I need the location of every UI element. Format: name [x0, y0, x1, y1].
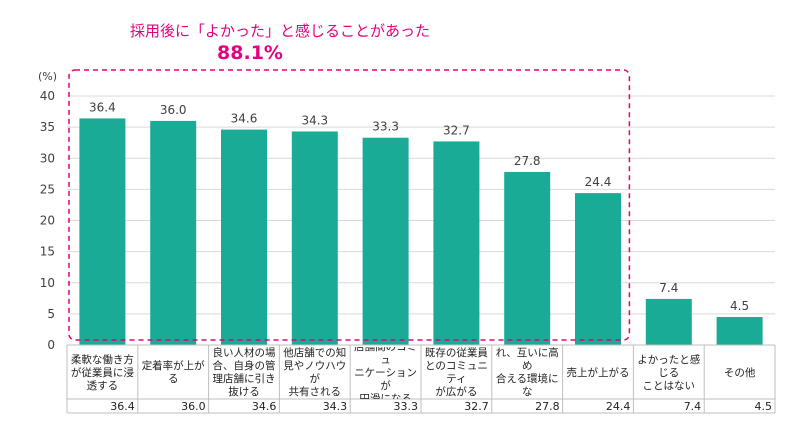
- table-value-cell: 32.7: [464, 400, 489, 413]
- y-tick-label: 20: [40, 214, 55, 228]
- y-tick-label: 25: [40, 182, 55, 196]
- x-category-label: 定着率が上がる: [141, 360, 205, 385]
- bar: [362, 137, 409, 345]
- highlight-box: [68, 69, 631, 341]
- x-category-label: 柔軟な働き方 が従業員に浸 透する: [70, 353, 134, 392]
- y-tick-label: 0: [47, 338, 55, 352]
- bar-value-label: 27.8: [514, 154, 541, 168]
- bar-value-label: 36.0: [160, 103, 187, 117]
- bar: [79, 118, 126, 345]
- table-value-cell: 27.8: [535, 400, 560, 413]
- bar-value-label: 32.7: [443, 123, 470, 137]
- bar: [221, 129, 267, 345]
- bar-value-label: 33.3: [372, 120, 399, 134]
- table-value-cell: 34.3: [322, 400, 348, 413]
- y-tick-label: 35: [40, 120, 55, 134]
- bar: [645, 298, 692, 345]
- table-value-cell: 33.3: [393, 400, 418, 413]
- bar-value-label: 24.4: [585, 175, 612, 189]
- y-tick-label: 40: [40, 89, 55, 103]
- x-category-label: よかったと感じる ことはない: [637, 353, 701, 392]
- bar: [433, 141, 480, 345]
- table-value-cell: 4.5: [754, 400, 772, 413]
- table-value-cell: 7.4: [683, 400, 702, 413]
- bar: [504, 171, 551, 345]
- x-category-label: 良い人材の場 合、自身の管 理店舗に引き 抜ける: [212, 347, 276, 398]
- table-value-cell: 34.6: [251, 400, 277, 413]
- x-category-label: 他店舗での知 見やノウハウが 共有される: [283, 347, 347, 398]
- x-category-label: 既存の従業員 とのコミュニティ が広がる: [424, 347, 488, 398]
- x-category-label: 店舗間のコミュニケーションが円滑になる: [354, 347, 417, 399]
- y-tick-label: 15: [40, 245, 55, 259]
- bar: [575, 193, 621, 345]
- y-tick-label: 30: [40, 151, 55, 165]
- bar: [291, 131, 338, 345]
- x-category-label: その他: [723, 366, 756, 379]
- table-value-cell: 36.4: [110, 400, 135, 413]
- bar-value-label: 4.5: [730, 299, 749, 313]
- bar-value-label: 36.4: [89, 100, 116, 114]
- x-category-label: 競争思考が表れ、互いに高め合える環境になる: [495, 347, 559, 398]
- y-axis-unit: (%): [38, 70, 58, 83]
- x-category-label: 売上が上がる: [566, 366, 630, 379]
- highlight-annotation-title: 採用後に「よかった」と感じることがあった: [130, 22, 431, 40]
- y-tick-label: 5: [47, 307, 55, 321]
- bar-value-label: 34.6: [231, 112, 258, 126]
- bar: [150, 120, 197, 346]
- y-tick-label: 10: [40, 276, 55, 290]
- bar-value-label: 7.4: [659, 281, 678, 295]
- table-value-cell: 24.4: [605, 400, 631, 413]
- highlight-annotation-percent: 88.1%: [217, 42, 283, 64]
- bar: [716, 316, 763, 345]
- table-value-cell: 36.0: [181, 400, 206, 413]
- bar-value-label: 34.3: [301, 113, 328, 127]
